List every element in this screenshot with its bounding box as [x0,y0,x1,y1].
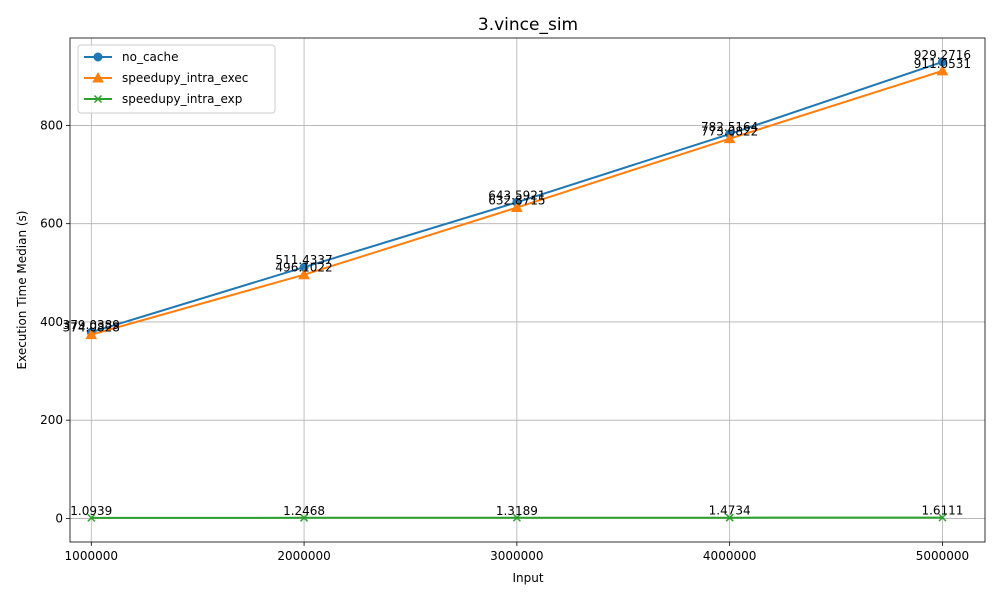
data-label-no_cache: 929.2716 [914,48,971,62]
legend-box [77,44,276,114]
legend-marker [93,52,103,62]
data-label-speedupy_intra_exec: 773.0822 [701,125,758,139]
legend-entry-no_cache: no_cache [84,50,178,64]
legend-label: no_cache [122,50,178,64]
data-label-speedupy_intra_exp: 1.3189 [496,504,538,518]
y-tick-label: 800 [40,118,63,132]
legend-entry-speedupy_intra_exp: speedupy_intra_exp [84,92,242,106]
legend-marker [92,71,104,83]
legend-label: speedupy_intra_exec [122,71,248,85]
data-point-speedupy_intra_exec [298,268,310,280]
x-axis-label: Input [512,571,543,585]
data-label-speedupy_intra_exp: 1.0939 [70,504,112,518]
y-tick-label: 400 [40,315,63,329]
data-point-speedupy_intra_exec [85,328,98,340]
x-tick-label: 5000000 [916,549,969,563]
data-label-speedupy_intra_exp: 1.6111 [921,504,963,518]
data-label-speedupy_intra_exec: 374.0828 [63,321,120,335]
y-tick-label: 600 [40,217,63,231]
series-layer [85,57,949,522]
plot-frame [69,37,986,543]
series-speedupy_intra_exp [87,513,947,522]
data-labels: 379.0389 511.4337 643.5921 782.5164 929.2716… [63,48,971,518]
data-label-no_cache: 511.4337 [275,253,332,267]
axis-ticks: 1000000 2000000 3000000 4000000 5000000 0 200 4… [40,118,969,563]
data-label-no_cache: 643.5921 [488,188,545,202]
data-point-speedupy_intra_exec [723,132,736,144]
x-tick-label: 2000000 [277,549,330,563]
data-label-no_cache: 379.0389 [63,318,120,332]
legend-entry-speedupy_intra_exec: speedupy_intra_exec [84,71,248,85]
legend: no_cache speedupy_intra_exec speedupy_intr… [77,44,276,114]
data-label-speedupy_intra_exp: 1.2468 [283,504,325,518]
y-tick-label: 0 [55,511,63,525]
data-point-speedupy_intra_exec [936,64,949,76]
chart-title: 3.vince_sim [478,15,578,35]
data-label-speedupy_intra_exec: 911.0531 [914,57,971,71]
data-point-speedupy_intra_exp [300,513,309,522]
y-axis-label: Execution Time Median (s) [15,211,29,370]
x-tick-label: 3000000 [490,549,543,563]
data-point-speedupy_intra_exp [512,513,521,522]
legend-marker [93,94,103,104]
grid [70,38,985,542]
data-point-speedupy_intra_exp [87,513,96,522]
series-speedupy_intra_exec [85,64,949,340]
data-label-speedupy_intra_exec: 496.1022 [275,261,332,275]
data-label-speedupy_intra_exp: 1.4734 [709,504,751,518]
x-tick-label: 1000000 [65,549,118,563]
data-point-speedupy_intra_exp [725,513,734,522]
y-tick-label: 200 [40,413,63,427]
data-label-speedupy_intra_exec: 632.8715 [488,194,545,208]
data-point-speedupy_intra_exec [511,201,523,213]
x-tick-label: 4000000 [703,549,756,563]
data-label-no_cache: 782.5164 [701,120,758,134]
data-point-speedupy_intra_exp [938,513,947,522]
legend-label: speedupy_intra_exp [122,92,242,106]
